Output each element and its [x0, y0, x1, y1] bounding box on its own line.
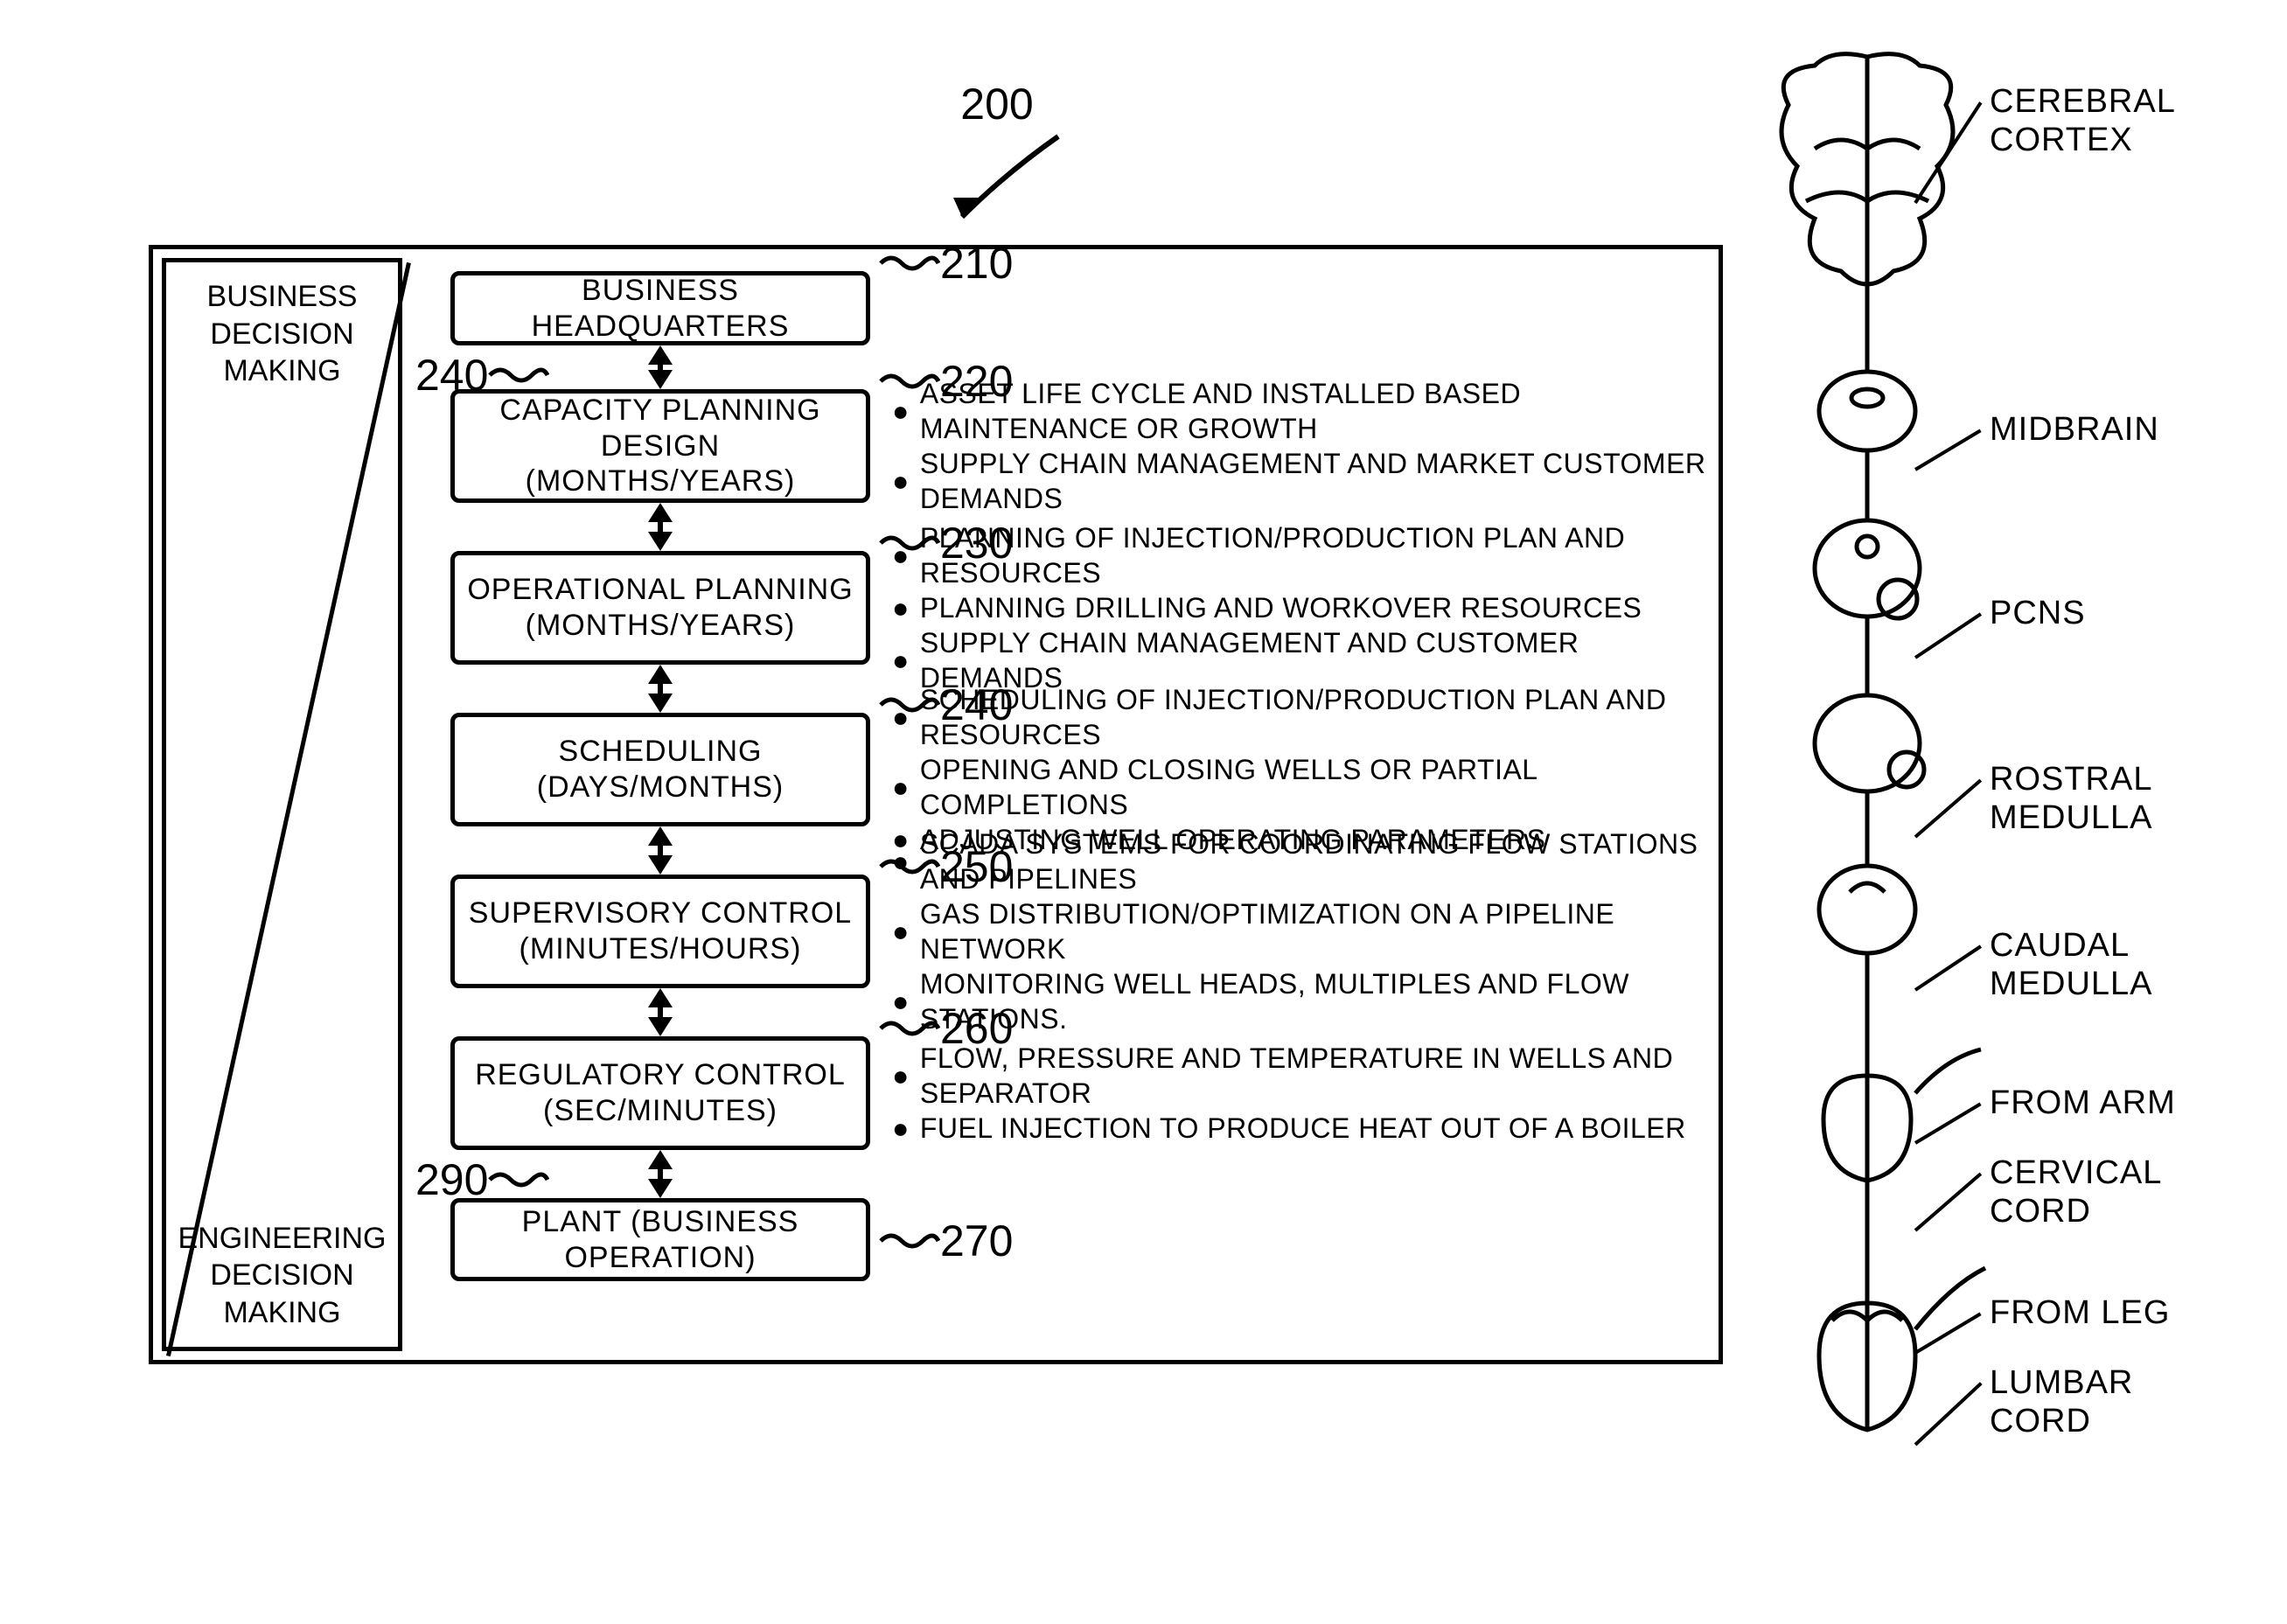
ref-number: 290	[415, 1154, 488, 1205]
bullets-op: PLANNING OF INJECTION/PRODUCTION PLAN AN…	[892, 551, 1714, 665]
anatomy-label: PCNS	[1990, 595, 2086, 633]
anatomy-label: CAUDAL MEDULLA	[1990, 927, 2153, 1003]
arrow-ref: 240	[415, 350, 549, 401]
level-subtitle: (MONTHS/YEARS)	[526, 464, 796, 499]
triangle-panel: BUSINESS DECISION MAKING ENGINEERING DEC…	[162, 258, 402, 1351]
level-title: SCHEDULING	[559, 734, 763, 770]
bullet-item: MONITORING WELL HEADS, MULTIPLES AND FLO…	[892, 966, 1714, 1036]
bullet-item: FLOW, PRESSURE AND TEMPERATURE IN WELLS …	[892, 1041, 1714, 1111]
level-title: PLANT (BUSINESS OPERATION)	[455, 1204, 866, 1276]
level-title: REGULATORY CONTROL	[475, 1057, 846, 1093]
bullets-sch: SCHEDULING OF INJECTION/PRODUCTION PLAN …	[892, 713, 1714, 826]
level-title: CAPACITY PLANNING DESIGN	[455, 393, 866, 464]
figure-canvas: 200 BUSINESS DECISION MAKING ENGINEERING…	[0, 0, 2287, 1624]
bullet-item: OPENING AND CLOSING WELLS OR PARTIAL COM…	[892, 752, 1714, 822]
anatomy-label: CERVICAL CORD	[1990, 1154, 2162, 1230]
anatomy-illustration	[1736, 44, 1998, 1530]
flow-arrow-icon	[648, 826, 673, 875]
bullet-item: PLANNING DRILLING AND WORKOVER RESOURCES	[892, 590, 1714, 625]
level-box-hq: BUSINESS HEADQUARTERS	[450, 271, 870, 345]
anatomy-label: CEREBRAL CORTEX	[1990, 83, 2176, 159]
ref-main-arrow-icon	[927, 129, 1067, 234]
triangle-bottom-label: ENGINEERING DECISION MAKING	[166, 1220, 398, 1332]
ref-number: 240	[415, 350, 488, 401]
level-box-sch: SCHEDULING(DAYS/MONTHS)	[450, 713, 870, 826]
bullet-item: FUEL INJECTION TO PRODUCE HEAT OUT OF A …	[892, 1111, 1714, 1146]
bullets-cap: ASSET LIFE CYCLE AND INSTALLED BASED MAI…	[892, 389, 1714, 503]
anatomy-label: LUMBAR CORD	[1990, 1364, 2133, 1440]
flow-arrow-icon	[648, 345, 673, 389]
level-subtitle: (DAYS/MONTHS)	[537, 770, 784, 805]
level-subtitle: (MINUTES/HOURS)	[519, 931, 802, 967]
bullet-item: ASSET LIFE CYCLE AND INSTALLED BASED MAI…	[892, 376, 1714, 446]
ref-hq: 210	[879, 238, 1013, 289]
ref-number: 210	[940, 238, 1013, 289]
anatomy-label: FROM LEG	[1990, 1294, 2170, 1333]
bullet-item: SCHEDULING OF INJECTION/PRODUCTION PLAN …	[892, 682, 1714, 752]
level-box-op: OPERATIONAL PLANNING(MONTHS/YEARS)	[450, 551, 870, 665]
bullet-item: PLANNING OF INJECTION/PRODUCTION PLAN AN…	[892, 520, 1714, 590]
level-box-reg: REGULATORY CONTROL(SEC/MINUTES)	[450, 1036, 870, 1150]
flow-arrow-icon	[648, 1150, 673, 1198]
ref-number: 270	[940, 1216, 1013, 1266]
level-subtitle: (MONTHS/YEARS)	[526, 608, 796, 644]
level-box-plant: PLANT (BUSINESS OPERATION)	[450, 1198, 870, 1281]
bullets-reg: FLOW, PRESSURE AND TEMPERATURE IN WELLS …	[892, 1036, 1714, 1150]
anatomy-label: ROSTRAL MEDULLA	[1990, 761, 2153, 837]
flow-arrow-icon	[648, 665, 673, 713]
arrow-ref: 290	[415, 1154, 549, 1205]
flow-arrow-icon	[648, 988, 673, 1036]
level-box-cap: CAPACITY PLANNING DESIGN(MONTHS/YEARS)	[450, 389, 870, 503]
anatomy-label: FROM ARM	[1990, 1084, 2176, 1123]
bullet-item: SUPPLY CHAIN MANAGEMENT AND MARKET CUSTO…	[892, 446, 1714, 516]
bullet-item: GAS DISTRIBUTION/OPTIMIZATION ON A PIPEL…	[892, 896, 1714, 966]
ref-main: 200	[927, 79, 1067, 234]
level-box-sup: SUPERVISORY CONTROL(MINUTES/HOURS)	[450, 875, 870, 988]
ref-main-number: 200	[927, 79, 1067, 129]
triangle-top-label: BUSINESS DECISION MAKING	[166, 278, 398, 390]
level-title: SUPERVISORY CONTROL	[469, 896, 852, 931]
level-title: OPERATIONAL PLANNING	[467, 572, 853, 608]
ref-plant: 270	[879, 1216, 1013, 1266]
anatomy-label: MIDBRAIN	[1990, 411, 2159, 450]
level-title: BUSINESS HEADQUARTERS	[455, 273, 866, 345]
flow-arrow-icon	[648, 503, 673, 551]
bullets-sup: SCADA SYSTEMS FOR COORDINATING FLOW STAT…	[892, 875, 1714, 988]
level-subtitle: (SEC/MINUTES)	[543, 1093, 777, 1129]
triangle-diagonal	[166, 262, 411, 1356]
bullet-item: SCADA SYSTEMS FOR COORDINATING FLOW STAT…	[892, 826, 1714, 896]
